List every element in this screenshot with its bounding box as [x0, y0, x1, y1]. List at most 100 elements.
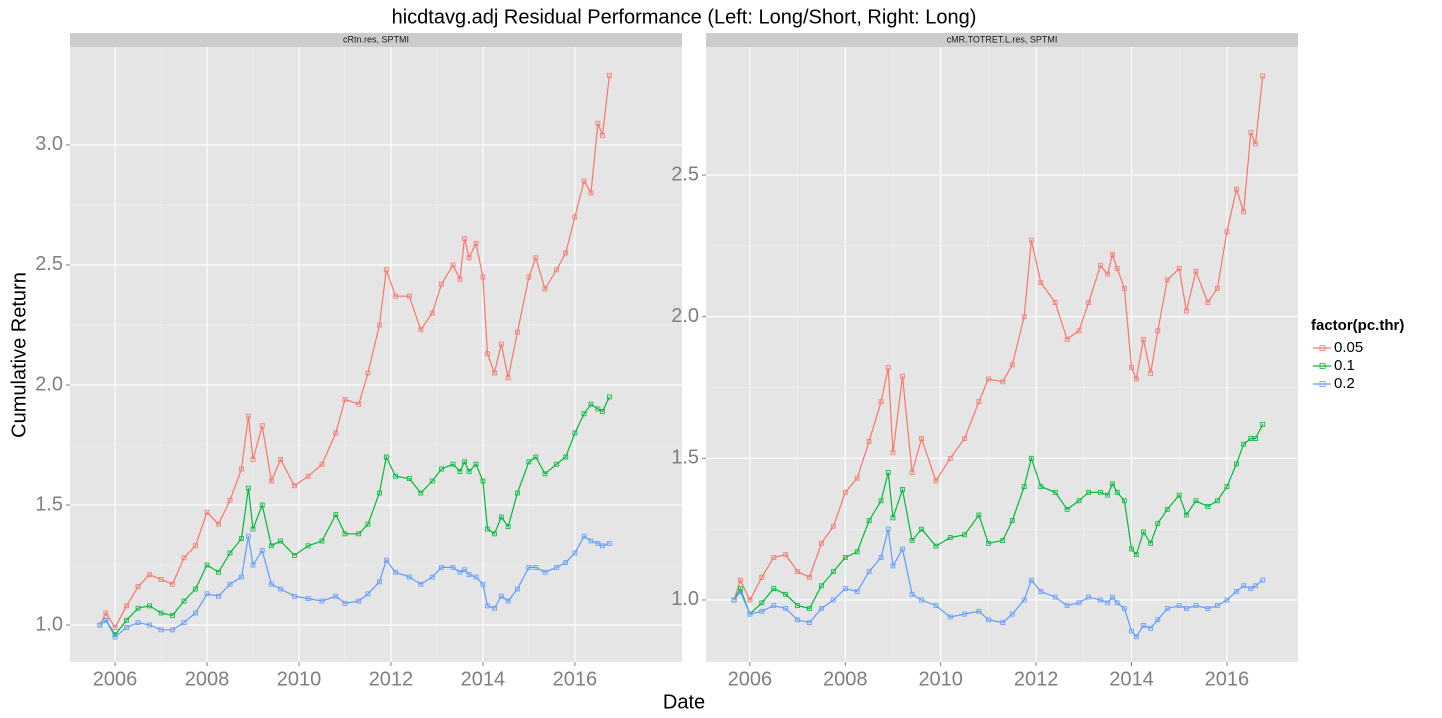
- point-marker: [505, 524, 511, 530]
- point-marker: [491, 531, 497, 537]
- point-marker: [181, 555, 187, 561]
- point-marker: [439, 281, 444, 287]
- point-marker: [135, 605, 141, 611]
- point-marker: [563, 560, 569, 566]
- point-marker: [526, 459, 532, 465]
- point-marker: [319, 461, 325, 467]
- point-marker: [866, 438, 872, 444]
- point-marker: [759, 608, 765, 614]
- point-marker: [462, 236, 467, 241]
- y-tick-label: 1.0: [671, 588, 699, 610]
- point-marker: [1248, 130, 1254, 135]
- y-tick-label: 2.0: [35, 373, 63, 395]
- point-marker: [1028, 455, 1034, 461]
- point-marker: [581, 411, 587, 417]
- point-marker: [878, 498, 884, 504]
- legend-label: 0.1: [1334, 357, 1355, 374]
- point-marker: [439, 466, 444, 472]
- point-marker: [466, 572, 472, 578]
- point-marker: [1021, 314, 1027, 320]
- point-marker: [986, 617, 991, 623]
- point-marker: [158, 577, 164, 582]
- point-marker: [1241, 441, 1247, 447]
- point-marker: [406, 574, 412, 580]
- x-tick-label: 2014: [461, 668, 506, 690]
- point-marker: [365, 591, 371, 597]
- point-marker: [885, 526, 891, 532]
- point-marker: [866, 569, 872, 575]
- point-marker: [600, 543, 605, 549]
- y-tick-label: 1.5: [35, 493, 63, 515]
- point-marker: [158, 627, 164, 633]
- point-marker: [103, 617, 109, 623]
- point-marker: [1086, 489, 1091, 495]
- point-marker: [365, 370, 371, 376]
- point-marker: [498, 341, 504, 347]
- x-tick-label: 2014: [1109, 668, 1154, 690]
- point-marker: [909, 538, 915, 543]
- point-marker: [1110, 594, 1115, 600]
- point-marker: [890, 563, 896, 569]
- point-marker: [1183, 512, 1189, 518]
- point-marker: [498, 593, 504, 599]
- series-line: [733, 75, 1264, 602]
- point-marker: [1000, 620, 1006, 626]
- point-marker: [429, 478, 435, 484]
- point-marker: [158, 610, 164, 616]
- point-marker: [204, 509, 210, 515]
- point-marker: [1021, 484, 1027, 490]
- point-marker: [393, 569, 398, 575]
- point-marker: [505, 375, 511, 381]
- point-marker: [473, 461, 479, 467]
- point-marker: [485, 351, 490, 357]
- point-marker: [1241, 583, 1247, 589]
- x-tick-label: 2008: [823, 668, 868, 690]
- point-marker: [842, 586, 848, 592]
- point-marker: [542, 286, 548, 292]
- point-marker: [216, 593, 221, 599]
- point-marker: [485, 526, 490, 532]
- point-marker: [563, 250, 569, 256]
- point-marker: [900, 373, 905, 379]
- point-marker: [268, 478, 274, 484]
- point-marker: [1224, 484, 1230, 490]
- y-tick-label: 3.0: [35, 133, 63, 155]
- point-marker: [1052, 489, 1058, 495]
- point-marker: [1148, 370, 1153, 376]
- point-marker: [1133, 634, 1139, 640]
- point-marker: [885, 470, 891, 475]
- point-marker: [181, 598, 187, 604]
- point-marker: [526, 274, 532, 280]
- point-marker: [1038, 484, 1044, 490]
- point-marker: [1141, 529, 1146, 535]
- point-marker: [1052, 594, 1058, 600]
- point-marker: [505, 598, 511, 604]
- point-marker: [1253, 141, 1258, 147]
- point-marker: [1114, 266, 1120, 271]
- point-marker: [356, 598, 362, 604]
- point-marker: [1214, 603, 1220, 609]
- point-marker: [147, 603, 152, 609]
- point-marker: [554, 565, 559, 570]
- point-marker: [268, 581, 274, 587]
- point-marker: [947, 614, 953, 620]
- point-marker: [1214, 285, 1220, 291]
- strip: [70, 33, 682, 47]
- point-marker: [563, 454, 569, 460]
- strip-label: cMR.TOTRET.L.res, SPTMI: [947, 34, 1058, 44]
- point-marker: [1105, 492, 1111, 498]
- point-marker: [986, 540, 991, 546]
- point-marker: [333, 593, 339, 599]
- point-marker: [356, 531, 362, 537]
- point-marker: [259, 548, 265, 554]
- point-marker: [854, 549, 860, 555]
- point-marker: [480, 478, 486, 484]
- legend-title: factor(pc.thr): [1311, 317, 1404, 334]
- point-marker: [319, 538, 325, 544]
- x-tick-label: 2010: [918, 668, 963, 690]
- point-marker: [595, 541, 601, 546]
- point-marker: [819, 583, 824, 589]
- point-marker: [1193, 603, 1199, 609]
- point-marker: [246, 485, 251, 491]
- legend-key-marker: [1319, 345, 1326, 351]
